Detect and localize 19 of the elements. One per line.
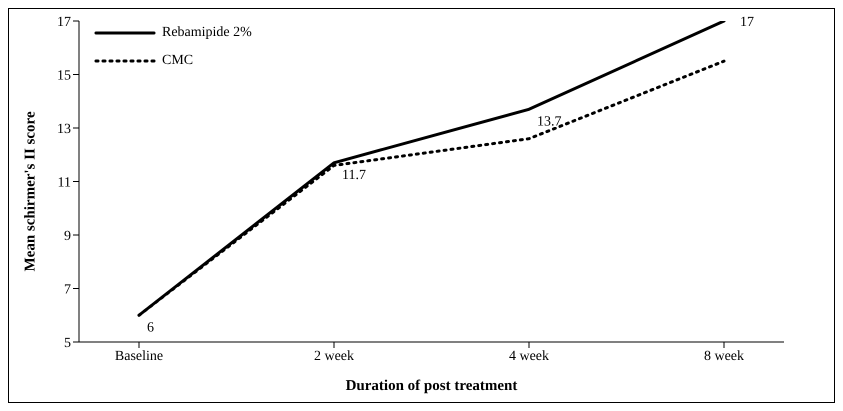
x-tick-label: 2 week bbox=[314, 348, 354, 364]
y-tick-label: 15 bbox=[57, 68, 71, 84]
y-tick-label: 17 bbox=[57, 14, 71, 30]
x-tick-label: 8 week bbox=[704, 348, 744, 364]
x-tick-label: Baseline bbox=[114, 348, 164, 364]
data-label: 13.7 bbox=[537, 114, 562, 130]
legend-label: Rebamipide 2% bbox=[162, 25, 252, 41]
data-label: 17 bbox=[740, 15, 754, 30]
y-tick-label: 5 bbox=[64, 336, 71, 351]
y-tick-label: 9 bbox=[64, 228, 71, 244]
data-label: 6 bbox=[147, 320, 154, 336]
y-tick-label: 11 bbox=[58, 175, 71, 190]
data-label: 11.7 bbox=[342, 168, 366, 183]
legend-label: CMC bbox=[162, 53, 194, 69]
x-tick-label: 4 week bbox=[508, 348, 550, 364]
x-axis-title: Duration of post treatment bbox=[346, 378, 518, 394]
y-tick-label: 7 bbox=[64, 282, 71, 298]
y-tick-label: 13 bbox=[57, 122, 71, 137]
y-axis-title: Mean schirmer's II score bbox=[22, 111, 38, 272]
